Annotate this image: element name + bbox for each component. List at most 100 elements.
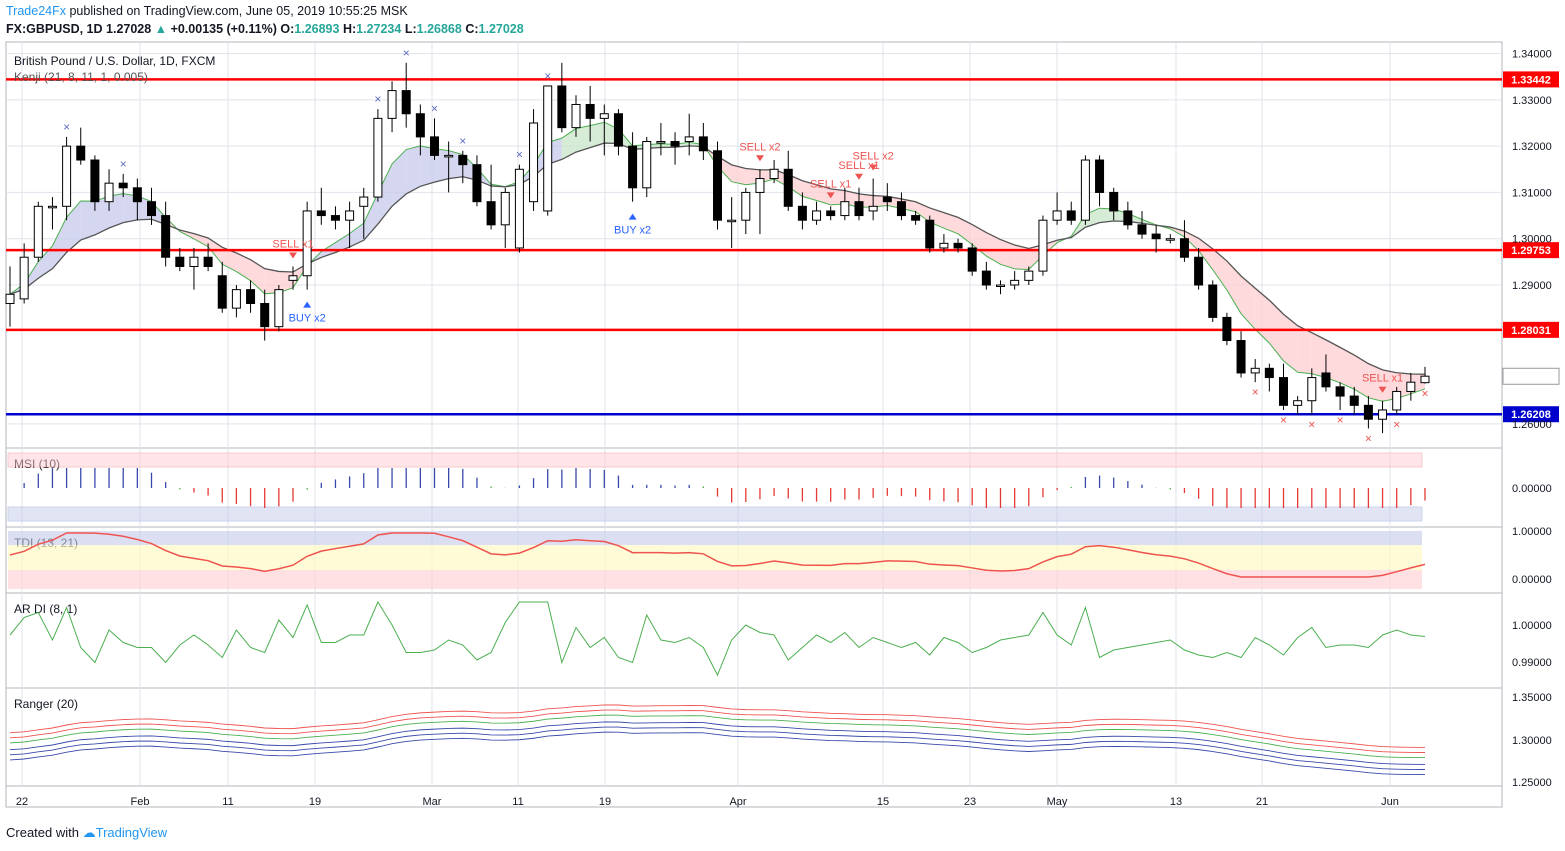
last-price: 1.27028: [106, 22, 152, 36]
x-tick-label: Apr: [729, 796, 746, 808]
candle-body: [430, 136, 439, 156]
level-tag: [1503, 71, 1559, 88]
tradingview-link[interactable]: TradingView: [95, 825, 168, 840]
ranger-band-line: [9, 731, 1426, 776]
candle-body: [1066, 210, 1076, 221]
x-tick-label: 13: [1170, 796, 1182, 808]
cross-marker-icon: ×: [1393, 418, 1400, 432]
cloud-segment: [1212, 248, 1227, 290]
candle-body: [670, 141, 680, 147]
candle-body: [1038, 219, 1048, 272]
candle-body: [1123, 210, 1133, 226]
candle-body: [203, 256, 213, 267]
cloud-segment: [1311, 332, 1326, 378]
candle-body: [19, 256, 29, 300]
x-tick-label: 11: [512, 796, 523, 808]
up-arrow-icon: ▲: [154, 22, 168, 36]
cloud-segment: [1297, 325, 1312, 374]
close-label: C:: [465, 22, 479, 36]
pane-y-tick: 1.30000: [1512, 735, 1552, 747]
close-value: 1.27028: [478, 22, 524, 36]
y-tick-label: 1.29000: [1512, 280, 1552, 292]
cross-marker-icon: ×: [403, 46, 410, 60]
publish-text: published on TradingView.com, June 05, 2…: [65, 4, 408, 18]
cloud-segment: [222, 247, 237, 272]
cloud-segment: [1099, 208, 1114, 223]
cloud-segment: [1184, 231, 1199, 251]
pane-y-tick: 1.25000: [1512, 777, 1552, 789]
candle-body: [217, 275, 227, 309]
indicator-panes: MSI (10)0.00000TDI (13, 21)1.000000.0000…: [7, 452, 1552, 789]
cloud-segment: [406, 145, 421, 194]
cloud-segment: [377, 163, 393, 225]
candle-body: [967, 247, 977, 272]
cloud-segment: [1340, 347, 1355, 390]
candle-body: [812, 210, 822, 221]
candle-body: [246, 289, 256, 305]
candle-body: [1024, 270, 1034, 281]
cross-marker-icon: ×: [431, 101, 438, 115]
cloud-segment: [420, 145, 435, 187]
candle-body: [868, 205, 878, 212]
cross-marker-icon: ×: [63, 120, 70, 134]
candle-body: [628, 145, 638, 189]
level-label: 1.28031: [1511, 325, 1551, 337]
open-label: O:: [280, 22, 295, 36]
msi-lower-band: [7, 506, 1423, 522]
ranger-band-line: [9, 714, 1426, 759]
cloud-segment: [193, 233, 209, 247]
buy-arrow-icon: [303, 301, 312, 308]
candle-body: [741, 191, 751, 221]
candle-body: [1406, 381, 1416, 392]
price-change: +0.00135 (+0.11%): [170, 22, 277, 36]
candle-body: [316, 210, 326, 217]
cloud-segment: [38, 245, 53, 279]
signal-label: SELL x1: [810, 178, 851, 190]
cloud-segment: [590, 122, 605, 148]
signal-label: SELL x1: [1362, 373, 1403, 385]
candle-body: [231, 289, 241, 309]
candle-body: [1378, 409, 1388, 420]
candle-body: [599, 113, 609, 119]
candle-body: [840, 201, 850, 217]
cross-marker-icon: ×: [1421, 387, 1428, 401]
candle-body: [1137, 224, 1147, 235]
signal-label: SELL x1: [272, 238, 313, 250]
horizontal-levels: 1.33442 1.29753 1.28031 1.26208: [6, 71, 1559, 423]
candle-body: [1109, 191, 1119, 212]
footer: Created with ☁TradingView: [6, 825, 167, 841]
tdi-lower-band: [8, 570, 1422, 589]
y-tick-label: 1.26000: [1512, 419, 1552, 431]
candle-body: [47, 205, 57, 209]
candle-body: [415, 113, 425, 138]
candle-body: [387, 90, 397, 119]
candle-body: [656, 141, 666, 144]
candle-body: [118, 182, 128, 189]
candle-body: [911, 215, 921, 221]
candle-body: [189, 256, 199, 267]
symbol-label: FX:GBPUSD, 1D: [6, 22, 103, 36]
publisher-link[interactable]: Trade24Fx: [6, 4, 66, 18]
buy-arrow-icon: [628, 213, 637, 220]
candle-body: [882, 196, 892, 203]
candle-body: [1052, 210, 1062, 221]
cloud-segment: [972, 224, 987, 257]
cross-marker-icon: ×: [1252, 385, 1259, 399]
cross-marker-icon: ×: [1280, 413, 1287, 427]
level-label: 1.33442: [1511, 74, 1551, 86]
tdi-mid-band: [8, 545, 1422, 570]
chart-title: British Pound / U.S. Dollar, 1D, FXCM: [14, 54, 215, 68]
candle-body: [373, 117, 383, 198]
candle-body: [514, 168, 524, 249]
candle-body: [1279, 377, 1288, 406]
candle-body: [953, 242, 963, 249]
candle-body: [996, 284, 1005, 287]
indicator-label: Kenji (21, 8, 11, 1, 0.005): [14, 70, 148, 84]
cloud-segment: [392, 149, 407, 207]
signal-label: SELL x2: [739, 141, 780, 153]
candle-body: [543, 85, 553, 212]
signal-label: BUY x2: [289, 313, 326, 325]
cloud-segment: [264, 268, 279, 294]
candle-body: [274, 289, 284, 328]
